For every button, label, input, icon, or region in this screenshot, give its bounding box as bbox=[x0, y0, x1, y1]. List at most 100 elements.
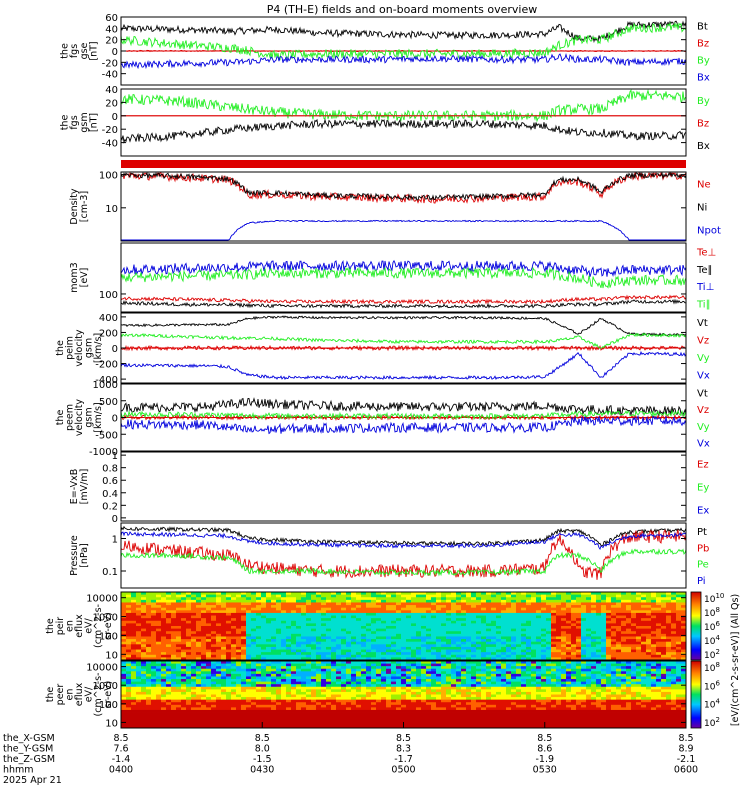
spectrogram-cell bbox=[461, 691, 467, 695]
spectrogram-cell bbox=[336, 709, 342, 713]
spectrogram-cell bbox=[126, 720, 132, 724]
spectrogram-cell bbox=[421, 641, 427, 645]
spectrogram-cell bbox=[436, 652, 442, 656]
spectrogram-cell bbox=[341, 717, 347, 721]
spectrogram-cell bbox=[126, 592, 132, 596]
spectrogram-cell bbox=[471, 686, 477, 690]
spectrogram-cell bbox=[131, 607, 137, 611]
spectrogram-cell bbox=[491, 599, 497, 603]
spectrogram-cell bbox=[216, 594, 222, 598]
spectrogram-cell bbox=[131, 720, 137, 724]
spectrogram-cell bbox=[596, 646, 602, 650]
spectrogram-cell bbox=[301, 594, 307, 598]
spectrogram-cell bbox=[421, 605, 427, 609]
spectrogram-cell bbox=[316, 610, 322, 614]
spectrogram-cell bbox=[421, 615, 427, 619]
spectrogram-cell bbox=[291, 628, 297, 632]
spectrogram-cell bbox=[131, 704, 137, 708]
spectrogram-cell bbox=[321, 644, 327, 648]
spectrogram-cell bbox=[146, 610, 152, 614]
spectrogram-cell bbox=[221, 612, 227, 616]
spectrogram-cell bbox=[276, 725, 282, 729]
spectrogram-cell bbox=[591, 652, 597, 656]
spectrogram-cell bbox=[371, 620, 377, 624]
spectrogram-cell bbox=[176, 626, 182, 630]
spectrogram-cell bbox=[496, 607, 502, 611]
spectrogram-cell bbox=[466, 661, 472, 664]
spectrogram-cell bbox=[501, 654, 507, 658]
spectrogram-cell bbox=[481, 628, 487, 632]
spectrogram-cell bbox=[146, 612, 152, 616]
spectrogram-cell bbox=[251, 657, 257, 661]
spectrogram-cell bbox=[396, 691, 402, 695]
spectrogram-cell bbox=[351, 668, 357, 672]
spectrogram-cell bbox=[251, 666, 257, 670]
spectrogram-cell bbox=[241, 597, 247, 601]
spectrogram-cell bbox=[421, 599, 427, 603]
spectrogram-cell bbox=[236, 636, 242, 640]
spectrogram-cell bbox=[251, 628, 257, 632]
spectrogram-cell bbox=[261, 631, 267, 635]
spectrogram-cell bbox=[441, 615, 447, 619]
spectrogram-cell bbox=[121, 694, 127, 698]
spectrogram-cell bbox=[186, 641, 192, 645]
spectrogram-cell bbox=[436, 612, 442, 616]
spectrogram-cell bbox=[611, 633, 617, 637]
spectrogram-cell bbox=[566, 594, 572, 598]
spectrogram-cell bbox=[546, 652, 552, 656]
spectrogram-cell bbox=[366, 673, 372, 677]
spectrogram-cell bbox=[471, 607, 477, 611]
spectrogram-cell bbox=[476, 607, 482, 611]
spectrogram-cell bbox=[511, 610, 517, 614]
spectrogram-cell bbox=[681, 631, 687, 635]
spectrogram-cell bbox=[206, 691, 212, 695]
spectrogram-cell bbox=[396, 605, 402, 609]
figure-title: P4 (TH-E) fields and on-board moments ov… bbox=[267, 3, 538, 16]
spectrogram-cell bbox=[341, 612, 347, 616]
spectrogram-cell bbox=[276, 646, 282, 650]
spectrogram-cell bbox=[351, 722, 357, 726]
spectrogram-cell bbox=[501, 592, 507, 596]
spectrogram-cell bbox=[276, 720, 282, 724]
spectrogram-cell bbox=[271, 707, 277, 711]
spectrogram-cell bbox=[311, 599, 317, 603]
spectrogram-cell bbox=[231, 649, 237, 653]
spectrogram-cell bbox=[336, 671, 342, 675]
spectrogram-cell bbox=[351, 644, 357, 648]
spectrogram-cell bbox=[646, 599, 652, 603]
spectrogram-cell bbox=[376, 661, 382, 664]
spectrogram-cell bbox=[501, 628, 507, 632]
spectrogram-cell bbox=[321, 689, 327, 693]
spectrogram-cell bbox=[196, 599, 202, 603]
spectrogram-cell bbox=[356, 594, 362, 598]
spectrogram-cell bbox=[296, 707, 302, 711]
spectrogram-cell bbox=[311, 631, 317, 635]
spectrogram-cell bbox=[446, 679, 452, 683]
spectrogram-cell bbox=[526, 646, 532, 650]
spectrogram-cell bbox=[396, 636, 402, 640]
spectrogram-cell bbox=[446, 628, 452, 632]
spectrogram-cell bbox=[506, 612, 512, 616]
spectrogram-cell bbox=[336, 699, 342, 703]
spectrogram-cell bbox=[151, 652, 157, 656]
spectrogram-cell bbox=[221, 639, 227, 643]
spectrogram-cell bbox=[171, 686, 177, 690]
spectrogram-cell bbox=[416, 607, 422, 611]
spectrogram-cell bbox=[346, 633, 352, 637]
spectrogram-cell bbox=[126, 663, 132, 667]
spectrogram-cell bbox=[146, 707, 152, 711]
spectrogram-cell bbox=[466, 699, 472, 703]
spectrogram-cell bbox=[206, 715, 212, 719]
spectrogram-cell bbox=[326, 702, 332, 706]
spectrogram-cell bbox=[431, 612, 437, 616]
spectrogram-cell bbox=[401, 712, 407, 716]
spectrogram-cell bbox=[341, 699, 347, 703]
spectrogram-cell bbox=[651, 592, 657, 596]
spectrogram-cell bbox=[276, 594, 282, 598]
spectrogram-cell bbox=[436, 684, 442, 688]
spectrogram-cell bbox=[346, 592, 352, 596]
spectrogram-cell bbox=[351, 673, 357, 677]
spectrogram-cell bbox=[551, 644, 557, 648]
spectrogram-cell bbox=[416, 641, 422, 645]
spectrogram-cell bbox=[411, 607, 417, 611]
